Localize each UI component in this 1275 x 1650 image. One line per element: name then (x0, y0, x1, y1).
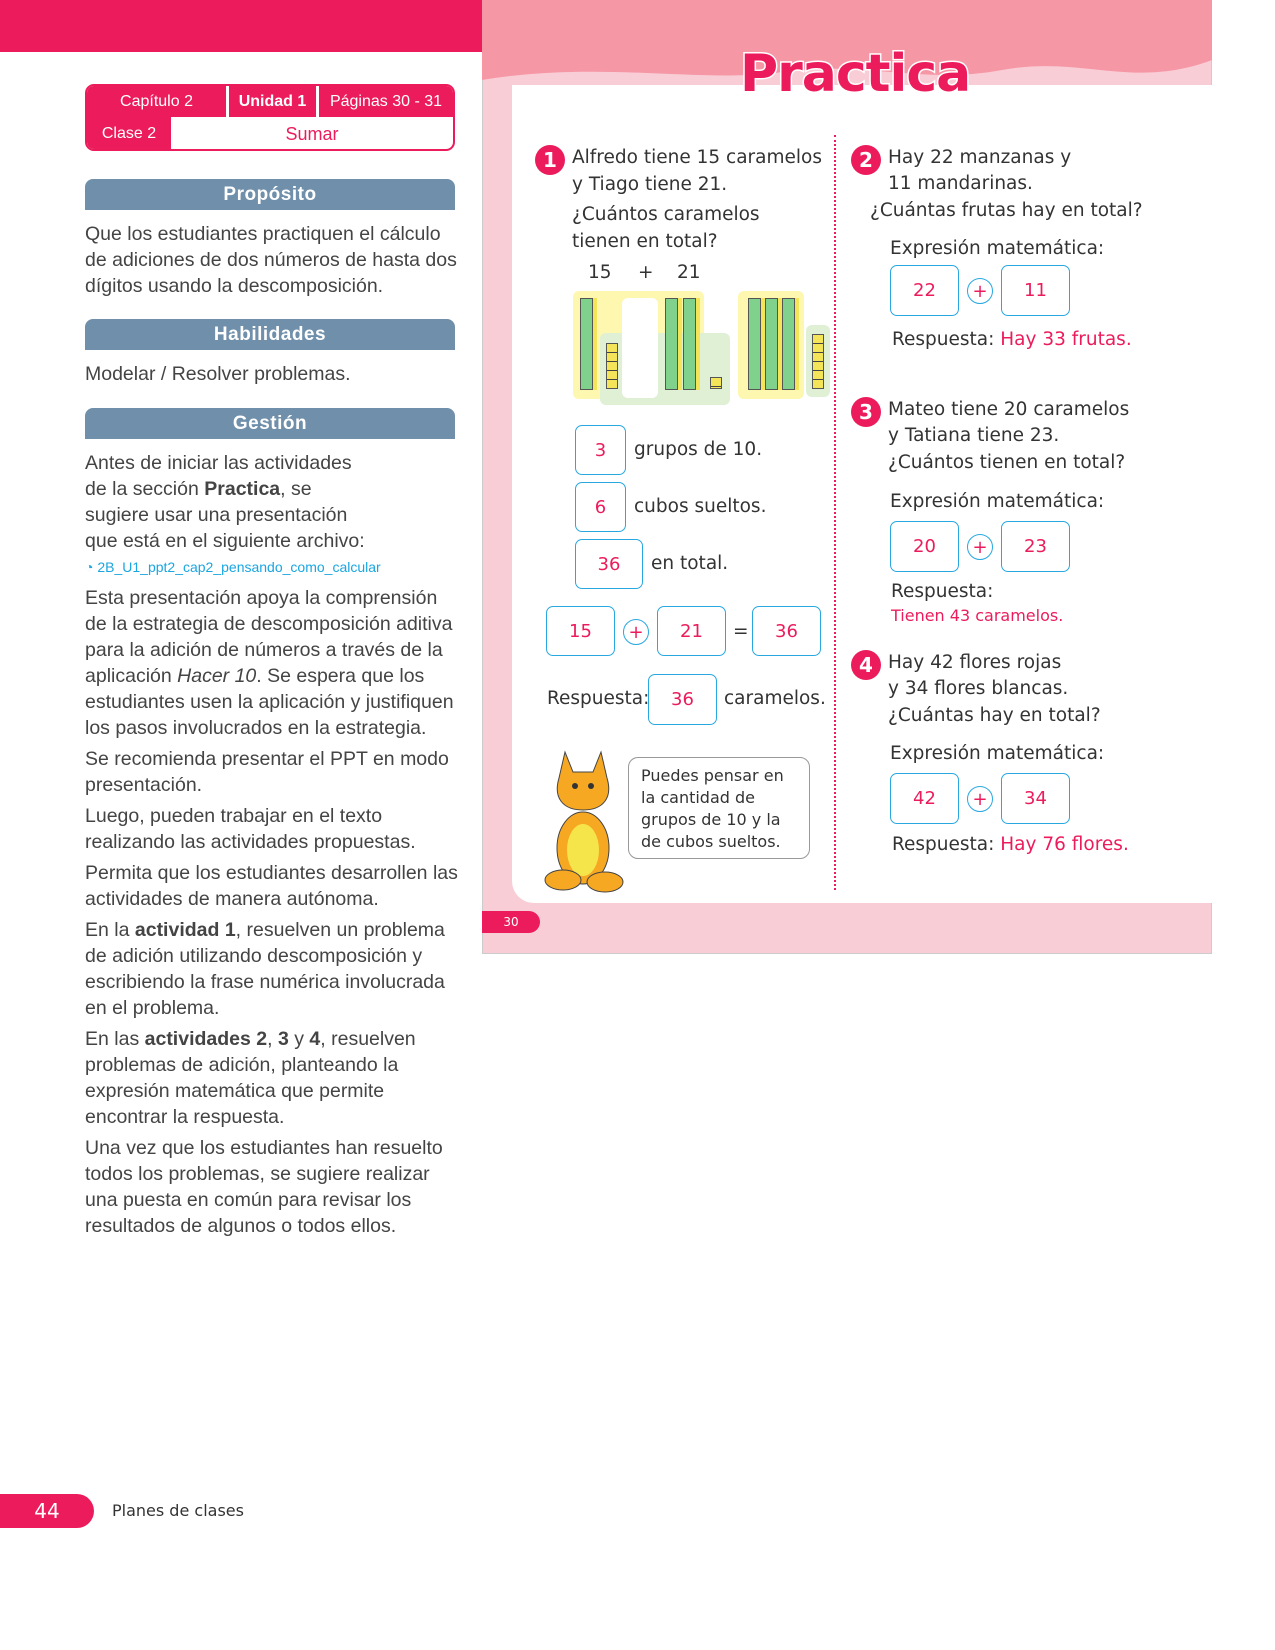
proposito-text: Que los estudiantes practiquen el cálcul… (85, 223, 457, 297)
q1-op: + (638, 262, 654, 283)
q1-a: 15 (588, 262, 612, 283)
ten-rod (683, 298, 696, 390)
ten-rod (748, 298, 761, 390)
five-cubes (606, 343, 618, 389)
plus-icon: + (967, 278, 993, 304)
ten-rod (782, 298, 795, 390)
q3-number: 3 (851, 397, 881, 427)
file-link[interactable]: ◔ 2B_U1_ppt2_cap2_pensando_como_calcular (85, 559, 381, 575)
groups-label: grupos de 10. (634, 439, 763, 460)
eq-result: 36 (752, 606, 821, 656)
q2-a: 22 (890, 265, 959, 316)
habilidades-text: Modelar / Resolver problemas. (85, 363, 351, 385)
q3-a: 20 (890, 521, 959, 572)
topic: Sumar (285, 123, 339, 144)
q2-resp: Respuesta: Hay 33 frutas. (892, 329, 1132, 350)
one-cube (710, 377, 722, 389)
paragraph: Se recomienda presentar el PPT en modo p… (85, 748, 449, 796)
q1-number: 1 (535, 145, 565, 175)
loose-box: 6 (575, 482, 626, 532)
paragraph: En la actividad 1, resuelven un problema… (85, 919, 445, 1019)
paragraph: Permita que los estudiantes desarrollen … (85, 862, 458, 910)
chapter: Capítulo 2 (87, 86, 229, 117)
q3-line: ¿Cuántos tienen en total? (888, 452, 1126, 473)
six-cubes (812, 334, 824, 389)
q4-line: ¿Cuántas hay en total? (888, 705, 1101, 726)
groups-box: 3 (575, 425, 626, 475)
gestion-intro: Antes de iniciar las actividades de la s… (85, 452, 365, 552)
wave-banner (482, 0, 1212, 80)
q1-b: 21 (677, 262, 701, 283)
q4-line: Hay 42 flores rojas (888, 652, 1062, 673)
speech-bubble: Puedes pensar en la cantidad de grupos d… (628, 757, 810, 859)
q3-line: y Tatiana tiene 23. (888, 425, 1060, 446)
q4-expr-label: Expresión matemática: (890, 743, 1105, 764)
divider (834, 135, 836, 890)
ten-rod (665, 298, 678, 390)
plus-icon: + (623, 619, 649, 645)
eq-a: 15 (546, 606, 615, 656)
pages: Páginas 30 - 31 (329, 92, 443, 110)
top-bar (0, 0, 482, 52)
eq-b: 21 (657, 606, 726, 656)
q4-resp: Respuesta: Hay 76 flores. (892, 834, 1129, 855)
class: Clase 2 (87, 117, 171, 149)
ten-rod (765, 298, 778, 390)
q2-line: ¿Cuántas frutas hay en total? (870, 200, 1143, 221)
unit: Unidad 1 (229, 86, 319, 117)
equals: = (733, 621, 749, 642)
q1-text: Alfredo tiene 15 caramelos y Tiago tiene… (572, 147, 822, 195)
q4-number: 4 (851, 650, 881, 680)
q3-line: Mateo tiene 20 caramelos (888, 399, 1130, 420)
q3-resp: Tienen 43 caramelos. (891, 606, 1064, 625)
lesson-header: Capítulo 2 Unidad 1 Páginas 30 - 31 Clas… (85, 84, 455, 151)
paragraph: En las actividades 2, 3 y 4, resuelven p… (85, 1028, 416, 1128)
gap (622, 298, 658, 398)
paragraph: Luego, pueden trabajar en el texto reali… (85, 805, 416, 853)
paragraph: Esta presentación apoya la comprensión d… (85, 587, 454, 739)
ten-rod (580, 298, 593, 390)
proposito-heading: Propósito (85, 179, 455, 210)
q4-b: 34 (1001, 773, 1070, 824)
q2-expr-label: Expresión matemática: (890, 238, 1105, 259)
habilidades-heading: Habilidades (85, 319, 455, 350)
student-page-number: 30 (482, 911, 540, 933)
q1-resp-unit: caramelos. (724, 688, 826, 709)
q3-b: 23 (1001, 521, 1070, 572)
plus-icon: + (967, 534, 993, 560)
gestion-heading: Gestión (85, 408, 455, 439)
q4-a: 42 (890, 773, 959, 824)
cat-mascot-icon (544, 750, 624, 893)
q2-b: 11 (1001, 265, 1070, 316)
footer-label: Planes de clases (112, 1501, 244, 1520)
practica-title: Practica (738, 43, 972, 106)
q1-resp-box: 36 (648, 674, 717, 725)
q1-resp-label: Respuesta: (547, 688, 650, 709)
paragraph: Una vez que los estudiantes han resuelto… (85, 1137, 443, 1237)
file-icon: ◔ (85, 559, 98, 575)
q3-expr-label: Expresión matemática: (890, 491, 1105, 512)
q4-line: y 34 flores blancas. (888, 678, 1069, 699)
loose-label: cubos sueltos. (634, 496, 767, 517)
plus-icon: + (967, 786, 993, 812)
q2-number: 2 (851, 145, 881, 175)
total-box: 36 (575, 539, 643, 589)
total-label: en total. (651, 553, 729, 574)
gestion-body: ◔ 2B_U1_ppt2_cap2_pensando_como_calcular… (85, 554, 460, 1244)
footer-page-number: 44 (0, 1494, 94, 1528)
q1-question: ¿Cuántos caramelos tienen en total? (572, 204, 760, 252)
q3-resp-label: Respuesta: (891, 581, 994, 602)
q2-line: Hay 22 manzanas y (888, 147, 1072, 168)
q2-line: 11 mandarinas. (888, 173, 1033, 194)
